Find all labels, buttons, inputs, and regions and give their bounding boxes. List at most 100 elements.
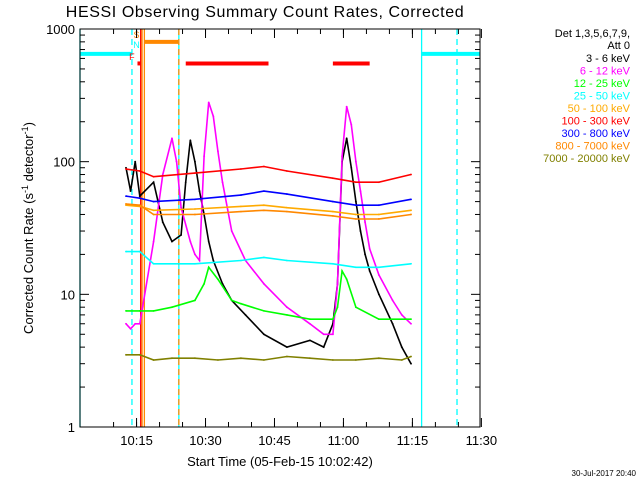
series-point <box>377 357 380 360</box>
series-point <box>125 203 127 205</box>
legend-entry: 50 - 100 keV <box>568 103 631 115</box>
series-point <box>161 221 164 224</box>
series-point <box>134 160 137 163</box>
series-point <box>212 115 215 118</box>
series-line-7 <box>125 190 412 206</box>
series-point <box>207 101 210 104</box>
series-point <box>244 313 247 316</box>
series-point <box>152 209 155 212</box>
x-tick-label: 11:15 <box>397 433 429 448</box>
series-point <box>331 318 334 321</box>
series-point <box>345 137 348 140</box>
series-point <box>129 327 132 330</box>
series-point <box>285 170 288 172</box>
legend-entry: 3 - 6 keV <box>586 53 631 65</box>
series-point <box>377 218 380 220</box>
y-label-part: detector <box>21 134 36 185</box>
mode-marker-label: N <box>133 40 140 50</box>
series-point <box>125 322 127 325</box>
series-point <box>194 357 196 360</box>
y-tick-label: 100 <box>53 155 75 170</box>
series-point <box>263 209 265 212</box>
series-point <box>240 168 242 170</box>
series-point <box>400 313 403 316</box>
series-point <box>207 240 210 243</box>
series-point <box>336 306 339 309</box>
series-layer <box>125 101 412 365</box>
series-point <box>331 200 334 203</box>
series-point <box>341 270 343 272</box>
series-point <box>194 299 196 302</box>
series-point <box>377 274 380 276</box>
series-point <box>354 359 357 361</box>
series-point <box>171 137 173 140</box>
y-label-superscript: -1 <box>20 185 30 193</box>
series-point <box>125 168 127 170</box>
series-point <box>171 306 173 309</box>
series-point <box>240 259 242 262</box>
series-point <box>345 278 348 281</box>
series-point <box>152 240 155 243</box>
legend-entry: 800 - 7000 keV <box>555 141 630 153</box>
series-point <box>331 262 334 265</box>
series-point <box>221 181 224 184</box>
series-point <box>207 266 210 269</box>
series-point <box>194 208 196 210</box>
series-point <box>152 262 155 265</box>
series-point <box>410 213 412 216</box>
series-point <box>410 209 412 212</box>
vlines-layer <box>79 29 458 427</box>
series-point <box>263 190 265 192</box>
series-point <box>175 160 178 163</box>
series-point <box>364 253 366 256</box>
series-point <box>125 250 127 253</box>
series-point <box>230 230 233 232</box>
y-tick-label: 10 <box>61 287 75 302</box>
bars-layer <box>80 39 480 66</box>
series-point <box>391 322 394 325</box>
series-point <box>331 215 334 217</box>
x-axis-label: Start Time (05-Feb-15 10:02:42) <box>187 454 373 469</box>
y-label-part: Corrected Count Rate (s <box>21 193 36 334</box>
series-point <box>400 346 403 349</box>
mode-marker-label: F <box>129 52 135 62</box>
series-point <box>138 204 141 207</box>
series-point <box>125 166 127 169</box>
series-point <box>152 175 155 178</box>
x-tick-label: 10:45 <box>258 433 291 448</box>
series-point <box>354 218 357 220</box>
legend-entry: 300 - 800 keV <box>562 128 631 140</box>
series-point <box>410 355 412 358</box>
series-point <box>171 357 173 360</box>
series-point <box>212 259 215 262</box>
series-point <box>138 250 141 253</box>
y-label-part: ) <box>21 122 36 126</box>
series-point <box>350 166 353 169</box>
series-point <box>336 282 339 285</box>
series-point <box>359 190 362 192</box>
series-point <box>217 278 219 281</box>
series-point <box>400 359 403 361</box>
series-point <box>331 333 334 336</box>
series-point <box>308 318 311 321</box>
series-point <box>410 262 412 265</box>
series-point <box>285 206 288 209</box>
series-point <box>217 359 219 361</box>
series-point <box>368 270 371 272</box>
series-line-3 <box>126 265 411 321</box>
x-tick-label: 11:30 <box>466 433 498 448</box>
series-point <box>263 282 265 285</box>
series-point <box>354 213 357 216</box>
y-tick-label: 1 <box>68 420 75 435</box>
series-point <box>331 359 334 361</box>
series-point <box>410 198 412 201</box>
y-label-superscript: -1 <box>20 126 30 134</box>
legend-entry: 7000 - 20000 keV <box>543 153 631 165</box>
timestamp: 30-Jul-2017 20:40 <box>572 469 637 478</box>
series-point <box>198 190 201 192</box>
series-point <box>285 306 288 309</box>
series-point <box>354 266 357 269</box>
series-point <box>368 248 371 250</box>
series-point <box>194 160 196 163</box>
x-tick-label: 10:30 <box>189 433 222 448</box>
